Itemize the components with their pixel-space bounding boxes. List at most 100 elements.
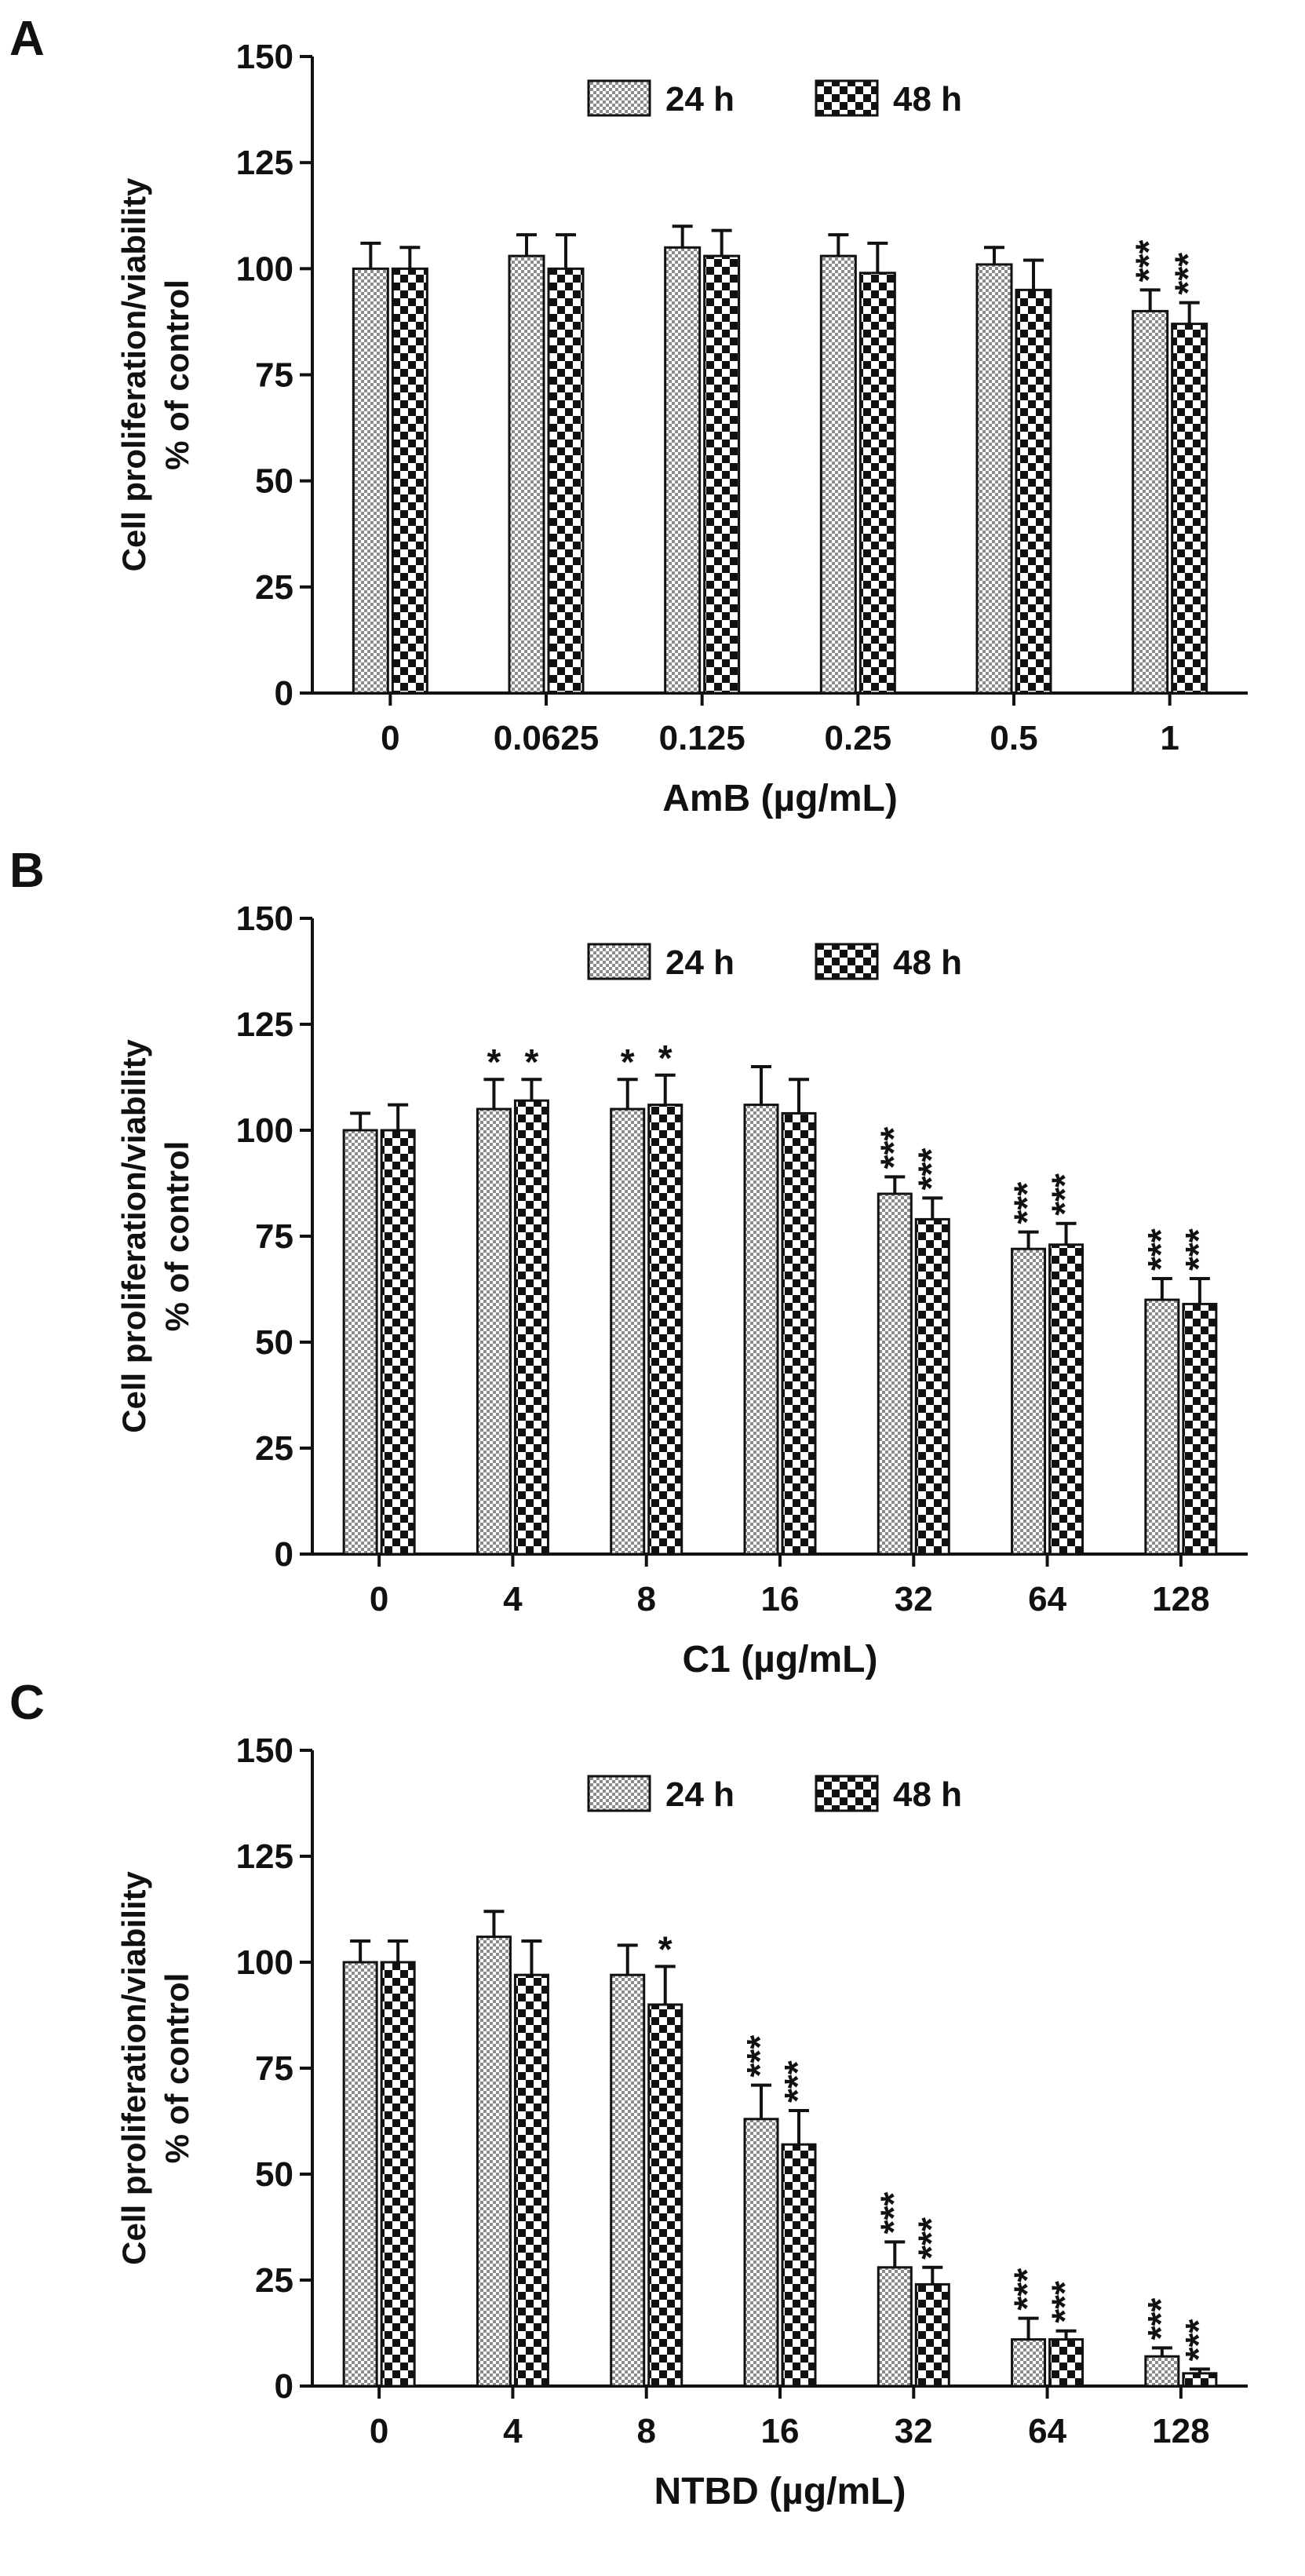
legend-swatch-48h — [815, 1775, 879, 1812]
significance-marker: *** — [1044, 2281, 1085, 2323]
y-tick-label: 25 — [255, 2261, 293, 2300]
legend-swatch-48h — [815, 79, 879, 117]
x-tick-label: 128 — [1152, 1580, 1209, 1618]
y-tick-label: 150 — [236, 899, 293, 938]
y-tick-label: 100 — [236, 250, 293, 288]
bar-48h — [380, 1961, 416, 2388]
bar-24h — [819, 254, 857, 695]
significance-marker: *** — [1178, 1228, 1219, 1271]
significance-marker: *** — [1140, 2298, 1181, 2341]
significance-marker: *** — [910, 2217, 951, 2260]
x-tick-label: 0 — [370, 1580, 388, 1618]
bar-24h — [476, 1936, 512, 2388]
legend-swatch-48h — [815, 943, 879, 980]
bar-48h — [647, 1104, 683, 1556]
bar-24h — [342, 1129, 378, 1556]
y-tick-label: 50 — [255, 462, 293, 501]
y-tick-label: 0 — [275, 674, 293, 713]
bar-24h — [1144, 2355, 1180, 2388]
bar-24h — [508, 254, 545, 695]
x-tick-label: 0.125 — [659, 719, 745, 757]
significance-marker: *** — [1044, 1173, 1085, 1216]
bar-48h — [703, 254, 741, 695]
legend-label: 48 h — [893, 80, 962, 119]
significance-marker: * — [524, 1042, 538, 1082]
chart-panel-a: A 0 25 50 75 100 125 150 Cell proliferation/viab… — [9, 12, 1248, 819]
panel-letter: A — [9, 12, 45, 66]
significance-marker: * — [487, 1042, 501, 1082]
x-tick-label: 32 — [895, 1580, 933, 1618]
bar-48h — [380, 1129, 416, 1556]
x-tick-label: 64 — [1028, 2412, 1066, 2450]
y-tick-label: 100 — [236, 1111, 293, 1150]
legend-swatch-24h — [587, 79, 651, 117]
y-axis-label-secondary: % of control — [159, 1973, 195, 2164]
y-axis-label-secondary: % of control — [159, 1141, 195, 1332]
bar-48h — [391, 267, 428, 695]
x-tick-label: 4 — [503, 2412, 523, 2450]
bar-48h — [914, 2282, 950, 2388]
bar-24h — [1011, 2338, 1047, 2388]
y-tick-label: 0 — [275, 1535, 293, 1574]
bar-24h — [476, 1107, 512, 1556]
y-tick-label: 100 — [236, 1943, 293, 1982]
bar-24h — [877, 2266, 913, 2388]
x-tick-label: 64 — [1028, 1580, 1066, 1618]
legend-label: 24 h — [665, 80, 735, 119]
legend-label: 24 h — [665, 943, 735, 982]
bar-24h — [610, 1107, 646, 1556]
legend-swatch-24h — [587, 943, 651, 980]
significance-marker: *** — [1007, 1182, 1048, 1224]
significance-marker: * — [658, 1038, 673, 1078]
significance-marker: * — [621, 1042, 635, 1082]
bar-24h — [352, 267, 389, 695]
y-tick-label: 125 — [236, 144, 293, 182]
bar-48h — [1048, 2338, 1084, 2388]
bar-48h — [513, 1973, 549, 2388]
legend-label: 48 h — [893, 943, 962, 982]
y-tick-label: 75 — [255, 2049, 293, 2088]
x-tick-label: 16 — [761, 2412, 800, 2450]
bar-48h — [1015, 288, 1052, 695]
y-tick-label: 50 — [255, 2155, 293, 2194]
legend-label: 24 h — [665, 1775, 735, 1814]
significance-marker: *** — [777, 2060, 818, 2103]
bar-48h — [858, 272, 896, 695]
y-tick-label: 0 — [275, 2367, 293, 2406]
significance-marker: *** — [1168, 253, 1208, 295]
bar-24h — [664, 246, 702, 695]
bar-48h — [1182, 2372, 1218, 2388]
x-tick-label: 0.25 — [825, 719, 892, 757]
x-axis-label: AmB (µg/mL) — [662, 778, 898, 819]
significance-marker: *** — [1140, 1228, 1181, 1271]
bar-48h — [1182, 1302, 1218, 1556]
x-tick-label: 0 — [370, 2412, 388, 2450]
significance-marker: *** — [1007, 2268, 1048, 2311]
bar-24h — [1144, 1298, 1180, 1556]
significance-marker: *** — [873, 2192, 913, 2235]
bar-48h — [1171, 323, 1208, 695]
bar-48h — [513, 1099, 549, 1556]
bar-24h — [743, 2118, 779, 2388]
chart-panel-b: B 0 25 50 75 100 125 150 Cell proliferation/viab… — [9, 844, 1248, 1680]
y-axis-label-secondary: % of control — [159, 279, 195, 470]
significance-marker: *** — [910, 1148, 951, 1191]
y-tick-label: 50 — [255, 1323, 293, 1362]
y-axis-label: Cell proliferation/viability — [115, 177, 152, 571]
x-tick-label: 0 — [381, 719, 399, 757]
y-tick-label: 125 — [236, 1837, 293, 1876]
y-tick-label: 150 — [236, 38, 293, 76]
panel-letter: B — [9, 844, 45, 898]
bar-48h — [781, 1111, 817, 1556]
x-axis-label: NTBD (µg/mL) — [654, 2471, 906, 2512]
panel-letter: C — [9, 1676, 45, 1730]
y-tick-label: 25 — [255, 1429, 293, 1468]
y-tick-label: 150 — [236, 1731, 293, 1770]
significance-marker: *** — [739, 2035, 780, 2078]
x-tick-label: 8 — [636, 1580, 655, 1618]
x-tick-label: 128 — [1152, 2412, 1209, 2450]
legend-label: 48 h — [893, 1775, 962, 1814]
y-axis-label: Cell proliferation/viability — [115, 1038, 152, 1432]
bar-48h — [647, 2003, 683, 2388]
